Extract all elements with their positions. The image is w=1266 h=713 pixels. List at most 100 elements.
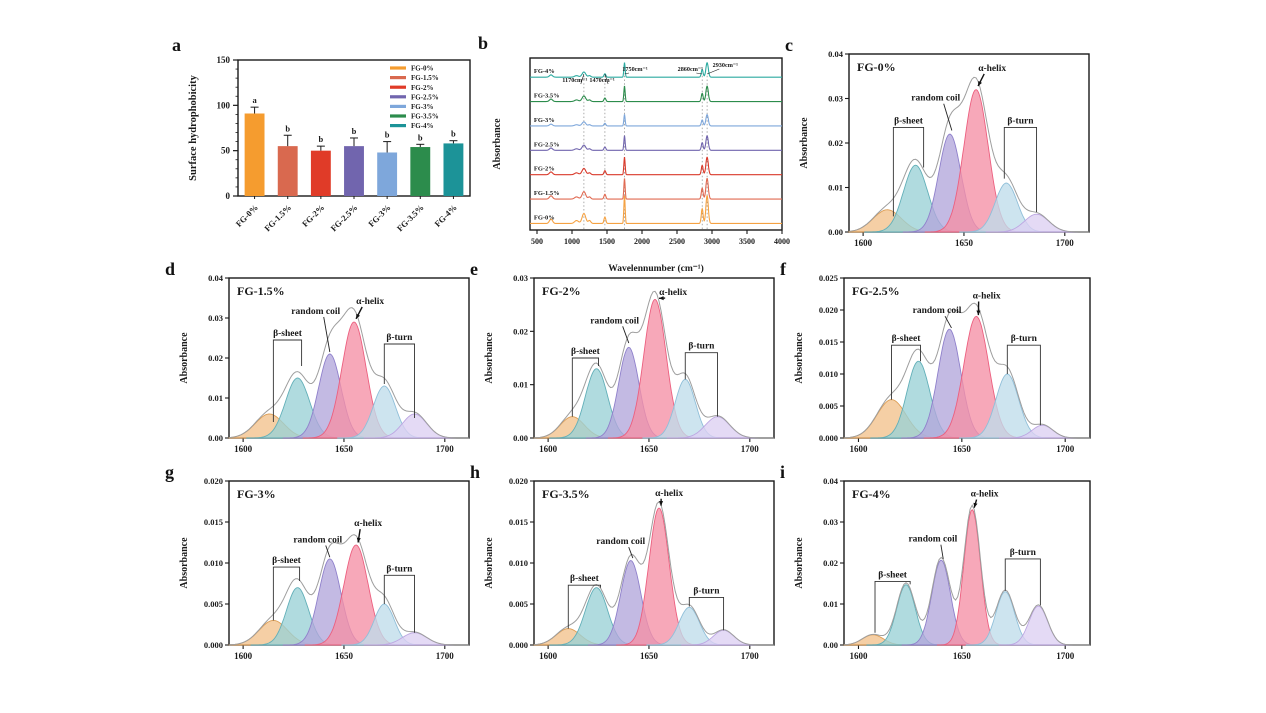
svg-text:a: a (252, 95, 257, 105)
svg-text:α-helix: α-helix (659, 288, 687, 298)
svg-text:0.03: 0.03 (513, 273, 528, 283)
svg-text:0.020: 0.020 (819, 305, 838, 315)
svg-text:2500: 2500 (669, 237, 685, 246)
svg-text:0.01: 0.01 (208, 393, 223, 403)
svg-text:FG-3%: FG-3% (411, 103, 434, 111)
svg-text:0.03: 0.03 (208, 313, 223, 323)
svg-text:Absorbance: Absorbance (492, 118, 503, 170)
svg-text:b: b (418, 132, 423, 142)
svg-text:FG-2.5%: FG-2.5% (328, 202, 359, 233)
svg-text:FG-4%: FG-4% (534, 68, 555, 75)
svg-text:1650: 1650 (955, 238, 974, 248)
svg-text:b: b (451, 129, 456, 139)
svg-text:1700: 1700 (436, 651, 455, 661)
svg-text:Absorbance: Absorbance (794, 537, 805, 589)
svg-text:0.000: 0.000 (204, 640, 223, 650)
panel-letter-c: c (785, 35, 793, 55)
svg-text:1700: 1700 (436, 444, 455, 454)
svg-text:α-helix: α-helix (356, 297, 384, 307)
panel-letter-e: e (470, 259, 478, 279)
svg-text:1700: 1700 (1056, 651, 1075, 661)
svg-text:FG-2%: FG-2% (542, 284, 581, 298)
svg-text:random coil: random coil (908, 535, 957, 545)
svg-text:β-sheet: β-sheet (570, 574, 600, 584)
svg-text:1600: 1600 (234, 651, 253, 661)
svg-text:0.005: 0.005 (819, 401, 838, 411)
svg-text:α-helix: α-helix (655, 489, 683, 499)
svg-text:Absorbance: Absorbance (179, 332, 190, 384)
svg-text:2930cm⁻¹: 2930cm⁻¹ (713, 62, 739, 69)
svg-text:Absorbance: Absorbance (484, 537, 495, 589)
svg-text:0.000: 0.000 (819, 433, 838, 443)
svg-text:β-sheet: β-sheet (894, 116, 924, 126)
svg-text:β-sheet: β-sheet (272, 556, 302, 566)
svg-text:0.010: 0.010 (509, 558, 528, 568)
svg-text:FG-0%: FG-0% (857, 60, 896, 74)
svg-text:α-helix: α-helix (978, 64, 1006, 74)
svg-text:random coil: random coil (911, 94, 960, 104)
svg-text:Surface hydrophobicity: Surface hydrophobicity (188, 74, 199, 180)
svg-text:0.04: 0.04 (823, 476, 839, 486)
svg-text:FG-2%: FG-2% (534, 166, 555, 173)
svg-text:FG-2.5%: FG-2.5% (534, 141, 560, 148)
svg-text:random coil: random coil (590, 316, 639, 326)
svg-text:1600: 1600 (849, 651, 868, 661)
svg-text:β-sheet: β-sheet (878, 570, 908, 580)
svg-text:FG-0%: FG-0% (534, 214, 555, 221)
svg-text:500: 500 (531, 237, 543, 246)
panel-letter-f: f (780, 259, 786, 279)
svg-text:FG-3.5%: FG-3.5% (542, 487, 590, 501)
svg-text:Absorbance: Absorbance (794, 332, 805, 384)
svg-text:0.03: 0.03 (823, 517, 838, 527)
svg-text:FG-4%: FG-4% (432, 202, 458, 228)
svg-text:0.01: 0.01 (828, 183, 843, 193)
svg-text:2000: 2000 (634, 237, 650, 246)
svg-text:FG-0%: FG-0% (411, 65, 434, 73)
svg-text:β-turn: β-turn (1011, 334, 1038, 344)
deconvolution-chart-fg4: 0.00 0.01 0.02 0.03 0.04 1600 1650 1700 Absorban… (794, 476, 1091, 661)
svg-text:β-sheet: β-sheet (892, 334, 922, 344)
svg-text:0.02: 0.02 (828, 138, 843, 148)
svg-text:0.00: 0.00 (513, 433, 528, 443)
svg-text:Absorbance: Absorbance (484, 332, 495, 384)
svg-text:0.020: 0.020 (204, 476, 223, 486)
svg-text:0.01: 0.01 (823, 599, 838, 609)
svg-text:Absorbance: Absorbance (179, 537, 190, 589)
svg-text:0.03: 0.03 (828, 94, 843, 104)
panel-letter-g: g (165, 462, 174, 482)
panel-letter-h: h (470, 462, 481, 482)
svg-text:FG-1.5%: FG-1.5% (534, 190, 560, 197)
deconvolution-chart-fg2-5: 0.000 0.005 0.010 0.015 0.020 0.025 1600 1650 17… (794, 273, 1091, 454)
panel-a: a 0 50 100 150 Surface hydrophobicity a FG-0% b… (170, 36, 482, 272)
svg-text:1000: 1000 (564, 237, 580, 246)
svg-text:1700: 1700 (741, 444, 760, 454)
panel-g: g 0.000 0.005 0.010 0.015 0.020 1600 1650 1700 A… (163, 463, 485, 671)
svg-text:1600: 1600 (849, 444, 868, 454)
deconvolution-chart-fg3: 0.000 0.005 0.010 0.015 0.020 1600 1650 1700 Abs… (179, 476, 470, 661)
svg-text:0.000: 0.000 (509, 640, 528, 650)
svg-text:0: 0 (226, 191, 231, 201)
svg-text:FG-3.5%: FG-3.5% (411, 113, 439, 121)
svg-text:0.01: 0.01 (513, 380, 528, 390)
svg-text:β-turn: β-turn (386, 564, 413, 574)
svg-text:FG-4%: FG-4% (411, 122, 434, 130)
panel-letter-b: b (478, 33, 489, 53)
svg-text:α-helix: α-helix (971, 490, 999, 500)
svg-text:0.025: 0.025 (819, 273, 838, 283)
svg-text:50: 50 (221, 146, 231, 156)
svg-text:0.015: 0.015 (819, 337, 838, 347)
svg-text:0.00: 0.00 (208, 433, 223, 443)
svg-text:FG-3%: FG-3% (237, 487, 276, 501)
svg-text:FG-1.5%: FG-1.5% (237, 284, 285, 298)
panel-letter-i: i (780, 462, 786, 482)
panel-b: b 500 1000 1500 2000 2500 3000 3500 4000 Wavelen… (476, 34, 792, 276)
svg-text:β-turn: β-turn (1010, 548, 1037, 558)
svg-text:random coil: random coil (913, 306, 962, 316)
svg-text:FG-0%: FG-0% (234, 202, 260, 228)
svg-text:α-helix: α-helix (354, 519, 382, 529)
svg-text:β-turn: β-turn (386, 333, 413, 343)
svg-text:1750cm⁻¹: 1750cm⁻¹ (622, 66, 648, 73)
panel-i: i 0.00 0.01 0.02 0.03 0.04 1600 1650 1700 Absorb… (778, 463, 1106, 671)
svg-text:1600: 1600 (539, 651, 558, 661)
